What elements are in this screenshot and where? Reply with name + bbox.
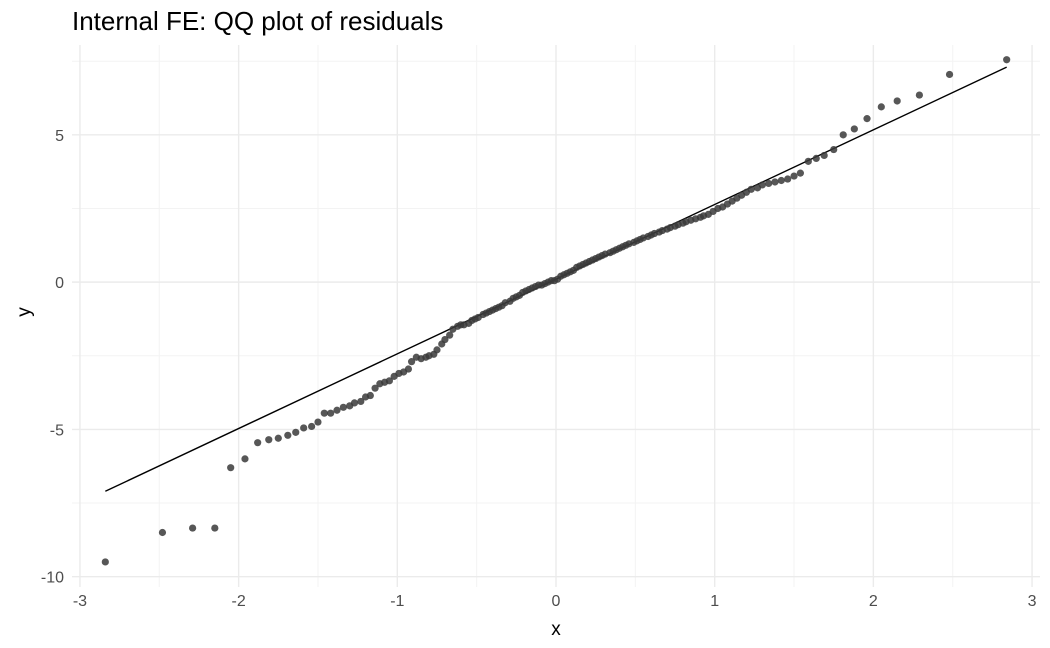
y-tick-label: 5: [55, 128, 64, 145]
data-point: [830, 145, 838, 154]
data-point: [371, 384, 379, 392]
x-tick-label: 1: [710, 593, 719, 610]
data-point: [284, 431, 292, 439]
data-point: [320, 409, 328, 417]
data-point: [333, 406, 341, 414]
data-point: [308, 422, 316, 431]
x-tick-label: -1: [390, 593, 404, 610]
data-point: [758, 181, 766, 189]
data-points: [101, 56, 1011, 566]
data-point: [339, 403, 347, 411]
data-point: [366, 391, 374, 400]
data-point: [189, 524, 197, 532]
data-point: [327, 409, 335, 417]
data-point: [241, 455, 249, 463]
data-point: [446, 331, 454, 339]
data-point: [433, 346, 441, 354]
data-point: [850, 125, 858, 133]
data-point: [101, 558, 109, 566]
data-point: [404, 365, 413, 373]
y-tick-label: -5: [50, 422, 64, 439]
data-point: [211, 524, 219, 532]
data-point: [915, 91, 923, 99]
data-point: [804, 157, 812, 165]
data-point: [227, 464, 235, 472]
data-point: [777, 176, 785, 185]
data-point: [765, 179, 773, 188]
data-point: [893, 97, 901, 105]
data-point: [158, 528, 167, 537]
chart-title: Internal FE: QQ plot of residuals: [72, 6, 443, 36]
data-point: [441, 335, 449, 344]
x-axis-title: x: [551, 619, 561, 640]
data-point: [812, 154, 820, 163]
data-point: [314, 418, 322, 426]
major-gridlines: [72, 45, 1040, 587]
x-tick-label: 3: [1028, 593, 1037, 610]
data-point: [265, 436, 273, 444]
y-axis-title: y: [14, 307, 35, 317]
x-tick-label: 0: [552, 593, 561, 610]
data-point: [350, 399, 359, 407]
data-point: [863, 115, 871, 123]
data-point: [747, 185, 755, 193]
data-point: [274, 434, 282, 442]
data-point: [839, 131, 847, 139]
y-tick-labels: -10 -5 0 5: [41, 128, 64, 587]
x-tick-labels: -3 -2 -1 0 1 2 3: [73, 593, 1037, 610]
data-point: [300, 424, 308, 432]
data-point: [820, 151, 828, 160]
data-point: [254, 439, 262, 447]
x-tick-label: -2: [232, 593, 246, 610]
data-point: [385, 377, 393, 385]
data-point: [796, 169, 804, 177]
data-point: [877, 103, 885, 111]
data-point: [790, 172, 798, 180]
data-point: [357, 397, 365, 406]
y-tick-label: 0: [55, 275, 64, 292]
data-point: [407, 358, 416, 366]
y-tick-label: -10: [41, 570, 64, 587]
data-point: [292, 428, 300, 436]
data-point: [784, 175, 792, 183]
x-tick-label: -3: [73, 593, 87, 610]
data-point: [1003, 56, 1011, 64]
x-tick-label: 2: [869, 593, 878, 610]
data-point: [771, 178, 779, 186]
data-point: [945, 70, 954, 79]
